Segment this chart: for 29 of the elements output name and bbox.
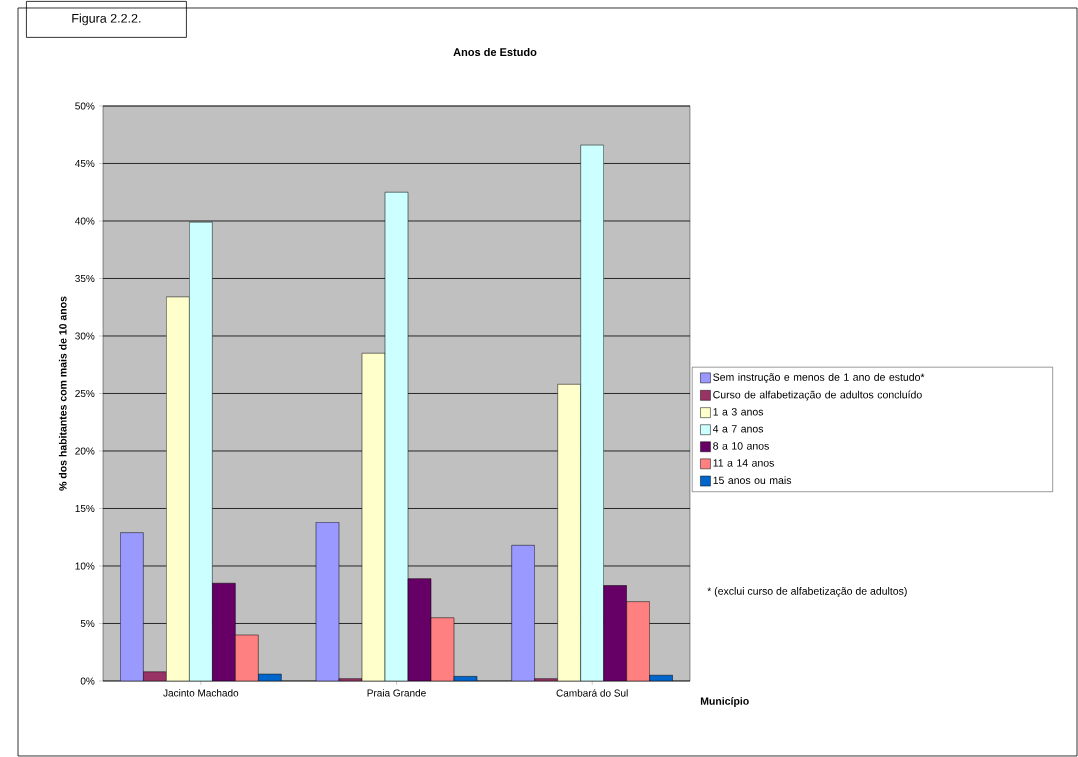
bar (384, 191, 409, 681)
y-axis-title: % dos habitantes com mais de 10 anos (58, 296, 67, 491)
x-tick-label: Jacinto Machado (163, 689, 239, 697)
y-tick-label: 35% (75, 274, 95, 283)
y-tick-label: 45% (75, 159, 95, 167)
x-tick-label: Praia Grande (367, 689, 426, 697)
y-tick-label: 15% (75, 504, 95, 512)
y-tick-label: 0% (80, 677, 95, 685)
legend-label: 8 a 10 anos (713, 442, 769, 450)
legend-label: 15 anos ou mais (713, 476, 792, 485)
legend-label: 11 a 14 anos (713, 459, 774, 467)
legend-label: 4 a 7 anos (712, 425, 764, 433)
y-tick-label: 25% (75, 389, 95, 398)
legend-label: Sem instrução e menos de 1 ano de estudo* (713, 373, 925, 383)
x-tick-label: Cambará do Sul (556, 689, 628, 697)
chart-title: Anos de Estudo (453, 47, 537, 57)
text: Figura 2.2.2. (72, 13, 141, 26)
legend-label: 1 a 3 anos (713, 408, 764, 416)
y-tick-label: 10% (75, 562, 95, 570)
y-tick-label: 20% (75, 447, 95, 455)
y-tick-label: 30% (75, 332, 95, 340)
y-tick-label: 40% (75, 217, 95, 225)
y-tick-label: 5% (80, 619, 95, 627)
y-tick-label: 50% (75, 102, 95, 110)
bar (189, 221, 213, 681)
text: * (exclui curso de alfabetização de adultos) (707, 587, 907, 597)
x-axis-title: Município (700, 697, 749, 707)
legend-label: Curso de alfabetização de adultos concluído (713, 390, 922, 401)
bar (580, 144, 604, 681)
